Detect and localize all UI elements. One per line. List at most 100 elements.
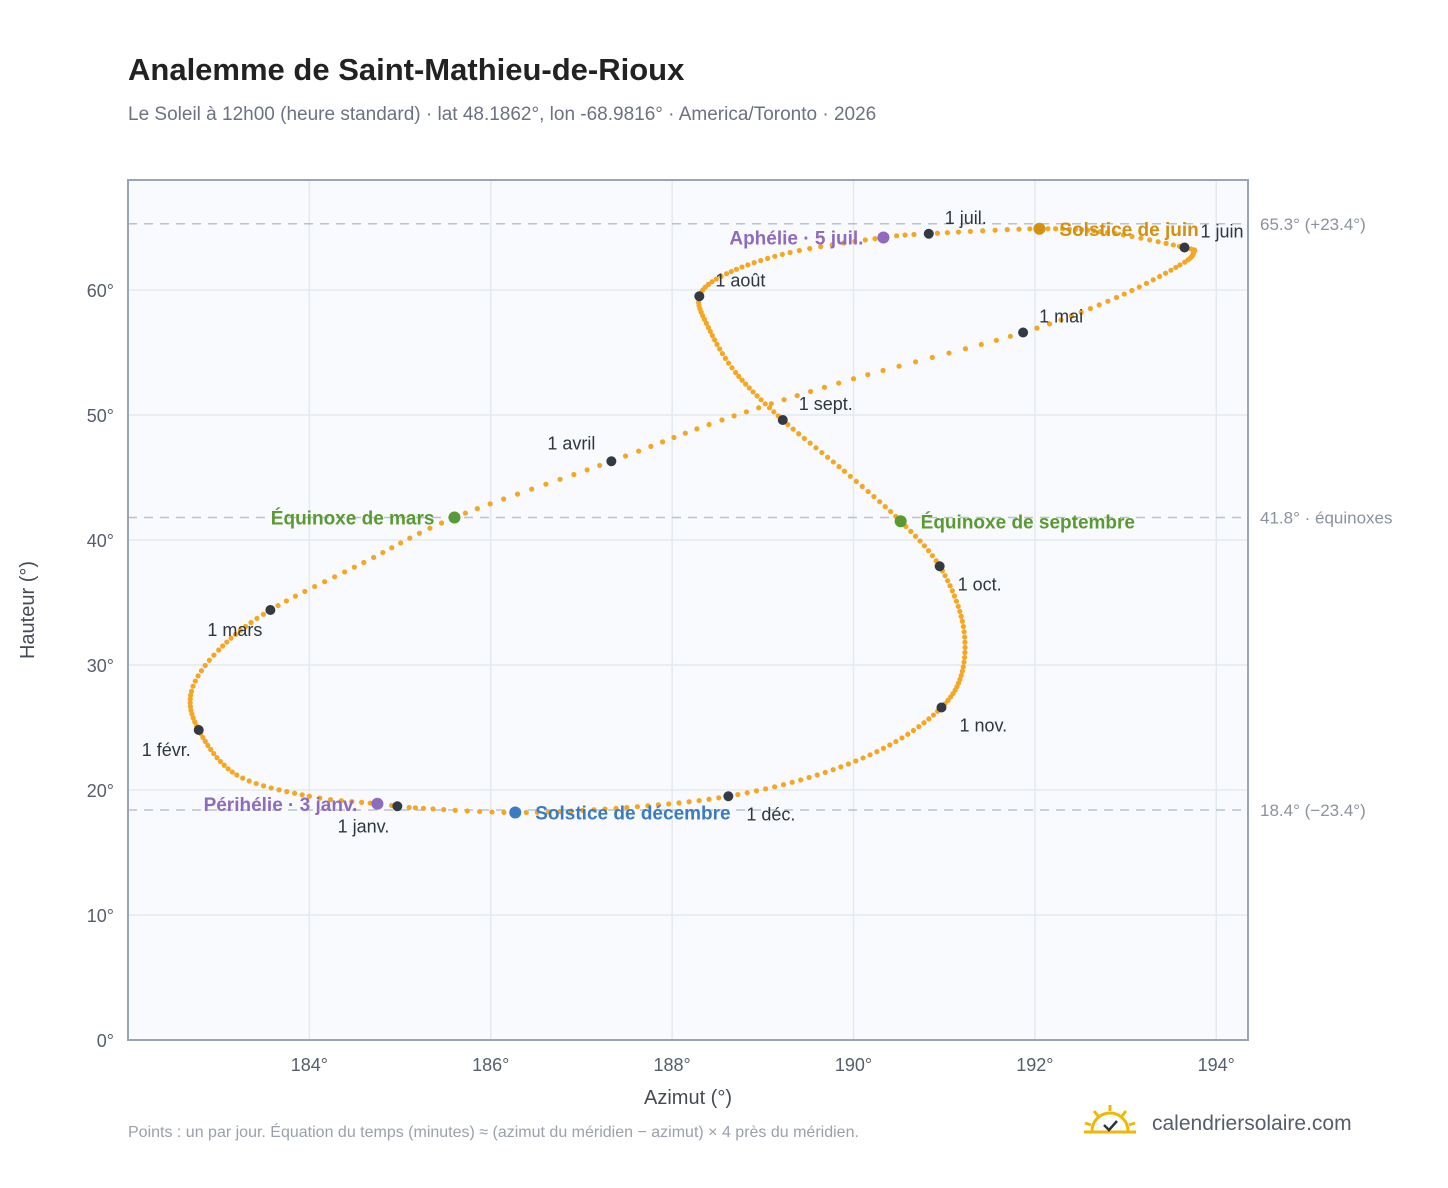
daily-point [613, 805, 619, 811]
daily-point [733, 369, 739, 376]
daily-point [706, 421, 712, 428]
daily-point [398, 540, 404, 546]
daily-point [840, 240, 847, 246]
daily-point [221, 762, 227, 768]
reference-line-label: 18.4° (−23.4°) [1260, 801, 1366, 820]
daily-point [546, 809, 552, 815]
daily-point [268, 785, 274, 791]
daily-point [284, 789, 290, 795]
daily-point [853, 478, 859, 485]
axes: 184° 186° 188° 190° 192° 194° 0° 10° 20° 30° 40° 50… [87, 281, 1235, 1075]
daily-point [896, 363, 902, 369]
daily-point [859, 483, 865, 490]
daily-point [905, 731, 911, 737]
daily-point [736, 373, 742, 379]
daily-point [962, 649, 968, 656]
daily-point [871, 494, 877, 500]
daily-point [830, 767, 836, 773]
month-marker-label: 1 avril [547, 433, 595, 453]
daily-point [902, 232, 908, 238]
daily-point [514, 491, 521, 497]
daily-point [911, 231, 917, 238]
daily-point [818, 244, 824, 250]
daily-point [1066, 226, 1072, 232]
daily-point [829, 242, 835, 248]
daily-point [299, 792, 305, 798]
daily-point [1060, 226, 1066, 232]
daily-point [407, 535, 413, 541]
daily-point [735, 791, 741, 798]
daily-point [1078, 309, 1084, 315]
daily-point [821, 384, 828, 390]
daily-point [960, 664, 966, 670]
daily-point [1079, 227, 1085, 233]
x-tick-label: 186° [472, 1055, 509, 1075]
daily-point [602, 806, 608, 812]
daily-point [1163, 240, 1169, 246]
chart-subtitle: Le Soleil à 12h00 (heure standard) · lat… [128, 104, 877, 125]
daily-point [474, 506, 480, 512]
daily-point [1027, 226, 1033, 232]
daily-point [234, 772, 240, 778]
daily-point [807, 245, 813, 252]
daily-point [917, 538, 923, 544]
daily-point [961, 629, 967, 635]
daily-point [723, 271, 730, 277]
chart-title: Analemme de Saint-Mathieu-de-Rioux [128, 52, 685, 87]
daily-point [1129, 287, 1135, 294]
event-marker [509, 806, 522, 819]
daily-point [852, 238, 858, 245]
daily-point [789, 779, 795, 785]
month-marker-label: 1 janv. [338, 816, 390, 836]
daily-point [342, 569, 348, 575]
daily-point [202, 662, 208, 669]
daily-point [242, 623, 249, 630]
daily-point [850, 376, 857, 382]
daily-point [796, 431, 802, 437]
daily-point [768, 401, 774, 407]
daily-point [894, 233, 900, 239]
daily-point [276, 787, 282, 793]
y-tick-label: 50° [87, 406, 114, 426]
brand-logo[interactable]: calendriersolaire.com [1082, 1101, 1382, 1145]
reference-line-label: 65.3° (+23.4°) [1260, 215, 1366, 234]
daily-point [819, 449, 825, 456]
daily-point [771, 409, 777, 415]
daily-point [763, 786, 769, 792]
event-marker-label: Équinoxe de septembre [921, 511, 1135, 533]
daily-point [1136, 284, 1142, 290]
daily-point [877, 499, 883, 505]
daily-point [292, 790, 298, 796]
daily-point [686, 799, 692, 805]
daily-point [801, 435, 807, 442]
daily-point [188, 692, 194, 698]
daily-point [750, 389, 756, 395]
daily-point [312, 583, 318, 590]
daily-point [701, 316, 708, 323]
daily-point [1045, 226, 1051, 232]
daily-point [1068, 313, 1075, 319]
event-marker-label: Périhélie · 3 janv. [204, 795, 358, 816]
daily-point [949, 588, 955, 594]
daily-point [648, 443, 654, 449]
daily-point [214, 755, 220, 761]
daily-point [766, 405, 773, 411]
daily-point [568, 808, 574, 814]
daily-point [187, 700, 193, 706]
daily-point [591, 807, 597, 813]
month-marker [1179, 242, 1190, 253]
month-marker-label: 1 août [715, 270, 765, 290]
daily-point [916, 724, 922, 730]
y-tick-label: 0° [97, 1031, 114, 1051]
daily-point [717, 346, 723, 352]
daily-point [1120, 232, 1126, 238]
event-marker-label: Aphélie · 5 juil. [729, 229, 863, 250]
daily-point [275, 602, 281, 609]
daily-point [707, 328, 713, 335]
daily-point [253, 780, 259, 787]
daily-point [208, 746, 214, 753]
daily-point [206, 657, 212, 663]
daily-point [694, 426, 700, 432]
daily-point [845, 761, 852, 767]
daily-point [523, 809, 529, 816]
